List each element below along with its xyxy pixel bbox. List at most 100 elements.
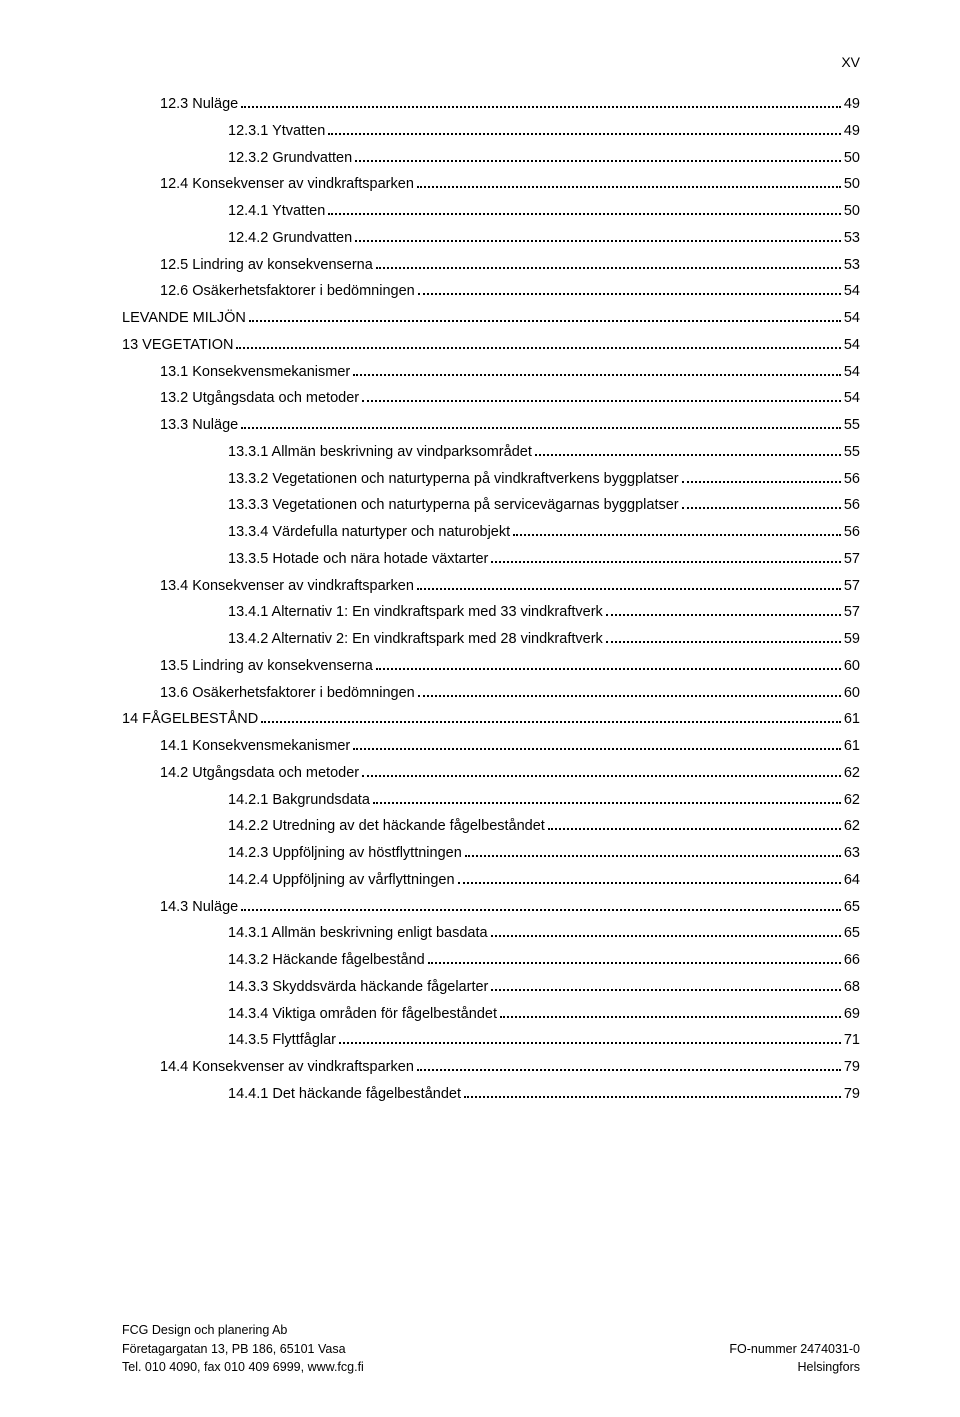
toc-entry-label: 14.2.3 Uppföljning av höstflyttningen: [228, 843, 462, 865]
toc-entry-page: 60: [844, 656, 860, 678]
toc-entry-label: 12.6 Osäkerhetsfaktorer i bedömningen: [160, 281, 415, 303]
toc-entry-label: 14.4 Konsekvenser av vindkraftsparken: [160, 1057, 414, 1079]
toc-leader-dots: [491, 551, 840, 563]
toc-entry: 14.4 Konsekvenser av vindkraftsparken79: [122, 1057, 860, 1079]
toc-leader-dots: [428, 952, 841, 964]
toc-entry-label: 14.2.4 Uppföljning av vårflyttningen: [228, 870, 455, 892]
toc-leader-dots: [418, 283, 841, 295]
toc-leader-dots: [418, 684, 841, 696]
toc-leader-dots: [417, 1059, 841, 1071]
toc-entry: 13.3 Nuläge 55: [122, 415, 860, 437]
toc-entry-label: 14.3 Nuläge: [160, 897, 238, 919]
toc-entry-label: 13.3.1 Allmän beskrivning av vindparksom…: [228, 442, 532, 464]
toc-entry-page: 54: [844, 335, 860, 357]
toc-entry-label: 12.4 Konsekvenser av vindkraftsparken: [160, 174, 414, 196]
toc-entry-page: 54: [844, 308, 860, 330]
toc-entry-label: 12.4.1 Ytvatten: [228, 201, 325, 223]
toc-entry: 13 VEGETATION54: [122, 335, 860, 357]
toc-entry: 13.6 Osäkerhetsfaktorer i bedömningen 60: [122, 683, 860, 705]
toc-leader-dots: [355, 230, 841, 242]
toc-leader-dots: [328, 123, 841, 135]
toc-entry-label: 12.5 Lindring av konsekvenserna: [160, 255, 373, 277]
toc-entry: 13.1 Konsekvensmekanismer 54: [122, 362, 860, 384]
toc-leader-dots: [353, 738, 841, 750]
toc-leader-dots: [465, 845, 841, 857]
toc-leader-dots: [535, 444, 841, 456]
toc-leader-dots: [417, 176, 841, 188]
toc-entry-page: 50: [844, 174, 860, 196]
toc-entry-label: 14.3.5 Flyttfåglar: [228, 1030, 336, 1052]
toc-entry-label: 12.3.1 Ytvatten: [228, 121, 325, 143]
toc-entry-page: 62: [844, 816, 860, 838]
toc-entry-label: LEVANDE MILJÖN: [122, 308, 246, 330]
toc-leader-dots: [491, 979, 840, 991]
toc-leader-dots: [373, 791, 841, 803]
toc-leader-dots: [355, 149, 841, 161]
table-of-contents: 12.3 Nuläge4912.3.1 Ytvatten4912.3.2 Gru…: [122, 94, 860, 1106]
toc-entry-page: 59: [844, 629, 860, 651]
toc-entry-label: 14.4.1 Det häckande fågelbeståndet: [228, 1084, 461, 1106]
footer-left: FCG Design och planering Ab Företagargat…: [122, 1321, 364, 1377]
toc-leader-dots: [606, 604, 841, 616]
toc-leader-dots: [376, 658, 841, 670]
toc-entry-page: 56: [844, 469, 860, 491]
toc-leader-dots: [261, 711, 841, 723]
toc-entry-page: 55: [844, 415, 860, 437]
toc-entry-page: 66: [844, 950, 860, 972]
toc-entry-label: 13.3.3 Vegetationen och naturtyperna på …: [228, 495, 679, 517]
document-page: XV 12.3 Nuläge4912.3.1 Ytvatten4912.3.2 …: [0, 0, 960, 1417]
toc-entry: 13.3.2 Vegetationen och naturtyperna på …: [122, 469, 860, 491]
toc-entry-label: 14.3.4 Viktiga områden för fågelbestånde…: [228, 1004, 497, 1026]
toc-leader-dots: [548, 818, 841, 830]
toc-entry: 12.4 Konsekvenser av vindkraftsparken 50: [122, 174, 860, 196]
footer-fo-number: FO-nummer 2474031-0: [729, 1340, 860, 1359]
toc-entry-page: 60: [844, 683, 860, 705]
toc-entry-page: 62: [844, 763, 860, 785]
toc-leader-dots: [458, 872, 841, 884]
toc-entry-label: 12.3 Nuläge: [160, 94, 238, 116]
toc-entry: 12.3.1 Ytvatten49: [122, 121, 860, 143]
toc-entry: 13.4.2 Alternativ 2: En vindkraftspark m…: [122, 629, 860, 651]
toc-leader-dots: [236, 337, 840, 349]
toc-entry-page: 53: [844, 228, 860, 250]
toc-entry-page: 53: [844, 255, 860, 277]
toc-entry-label: 13.4 Konsekvenser av vindkraftsparken: [160, 576, 414, 598]
toc-entry-label: 13.4.2 Alternativ 2: En vindkraftspark m…: [228, 629, 603, 651]
toc-leader-dots: [464, 1086, 841, 1098]
toc-entry: 14.2.4 Uppföljning av vårflyttningen64: [122, 870, 860, 892]
toc-entry: 13.3.3 Vegetationen och naturtyperna på …: [122, 495, 860, 517]
toc-leader-dots: [362, 765, 841, 777]
toc-entry-label: 13.3 Nuläge: [160, 415, 238, 437]
toc-entry-page: 65: [844, 923, 860, 945]
toc-entry: 14.1 Konsekvensmekanismer61: [122, 736, 860, 758]
toc-entry: 13.3.1 Allmän beskrivning av vindparksom…: [122, 442, 860, 464]
toc-entry: 12.5 Lindring av konsekvenserna 53: [122, 255, 860, 277]
toc-leader-dots: [241, 96, 841, 108]
toc-leader-dots: [249, 310, 841, 322]
page-footer: FCG Design och planering Ab Företagargat…: [122, 1321, 860, 1377]
toc-entry-page: 57: [844, 576, 860, 598]
footer-contact: Tel. 010 4090, fax 010 409 6999, www.fcg…: [122, 1358, 364, 1377]
toc-leader-dots: [353, 363, 841, 375]
toc-entry-page: 57: [844, 602, 860, 624]
toc-entry: 12.3.2 Grundvatten50: [122, 148, 860, 170]
toc-leader-dots: [362, 390, 841, 402]
toc-entry: 14.3.2 Häckande fågelbestånd66: [122, 950, 860, 972]
toc-entry-page: 54: [844, 362, 860, 384]
toc-entry-label: 13.3.5 Hotade och nära hotade växtarter: [228, 549, 488, 571]
toc-entry-label: 13.6 Osäkerhetsfaktorer i bedömningen: [160, 683, 415, 705]
toc-entry-label: 13.1 Konsekvensmekanismer: [160, 362, 350, 384]
toc-leader-dots: [376, 256, 841, 268]
toc-entry: 14.3.4 Viktiga områden för fågelbestånde…: [122, 1004, 860, 1026]
toc-entry-label: 13.3.2 Vegetationen och naturtyperna på …: [228, 469, 679, 491]
toc-entry-page: 71: [844, 1030, 860, 1052]
toc-entry-label: 14.3.1 Allmän beskrivning enligt basdata: [228, 923, 488, 945]
toc-entry: 13.5 Lindring av konsekvenserna60: [122, 656, 860, 678]
toc-entry: 14.2.1 Bakgrundsdata62: [122, 790, 860, 812]
toc-entry-label: 13.2 Utgångsdata och metoder: [160, 388, 359, 410]
toc-entry-page: 56: [844, 522, 860, 544]
toc-leader-dots: [241, 898, 841, 910]
toc-entry-page: 68: [844, 977, 860, 999]
toc-entry: 14.3.5 Flyttfåglar 71: [122, 1030, 860, 1052]
toc-entry: 13.2 Utgångsdata och metoder54: [122, 388, 860, 410]
